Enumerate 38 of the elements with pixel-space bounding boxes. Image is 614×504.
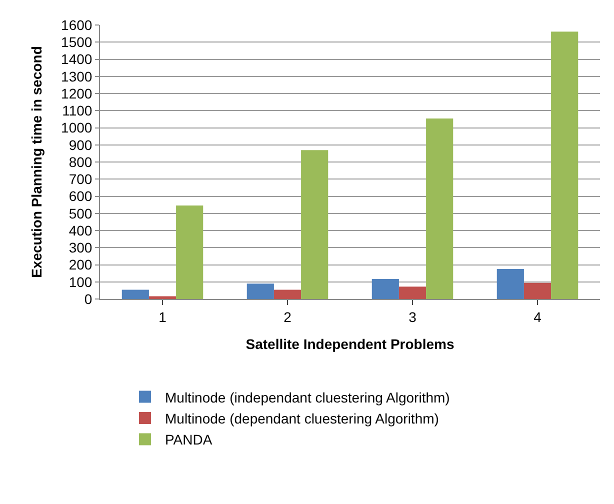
y-tick-label: 1000 xyxy=(61,120,92,136)
bar xyxy=(551,32,578,299)
y-tick-label: 700 xyxy=(68,171,92,188)
y-tick-label: 1600 xyxy=(61,16,92,33)
y-tick-label: 300 xyxy=(68,240,92,256)
y-tick-label: 100 xyxy=(68,274,92,290)
bar xyxy=(496,269,524,299)
bar xyxy=(524,282,552,299)
y-tick-label: 1300 xyxy=(61,68,92,84)
y-tick-label: 500 xyxy=(68,205,92,222)
bar xyxy=(426,118,454,299)
y-tick-label: 400 xyxy=(68,222,92,238)
y-tick-label: 900 xyxy=(68,136,92,153)
x-tick-label: 1 xyxy=(158,308,167,325)
y-tick-label: 600 xyxy=(68,188,92,204)
legend-label: Multinode (dependant cluestering Algorithm) xyxy=(165,410,439,426)
bar xyxy=(246,284,274,299)
bar xyxy=(148,296,176,299)
legend-label: Multinode (independant cluestering Algorithm) xyxy=(165,389,450,406)
y-axis-title: Execution Planning time in second xyxy=(28,46,45,278)
y-tick-label: 1100 xyxy=(62,102,92,119)
y-tick-label: 1200 xyxy=(61,85,92,102)
y-tick-label: 1500 xyxy=(61,34,92,50)
bar xyxy=(122,290,149,299)
bar xyxy=(398,286,426,299)
y-tick-label: 0 xyxy=(84,290,92,307)
bar xyxy=(274,290,302,299)
x-axis-title: Satellite Independent Problems xyxy=(246,336,454,352)
bar xyxy=(301,150,328,299)
x-tick-label: 3 xyxy=(408,308,417,325)
bar xyxy=(372,278,399,299)
legend-label: PANDA xyxy=(165,432,213,448)
x-tick-label: 4 xyxy=(534,308,542,325)
y-tick-label: 800 xyxy=(68,154,92,170)
y-tick-label: 1400 xyxy=(61,51,92,68)
bar xyxy=(176,206,204,299)
x-tick-label: 2 xyxy=(284,308,292,325)
y-tick-label: 200 xyxy=(68,256,92,273)
